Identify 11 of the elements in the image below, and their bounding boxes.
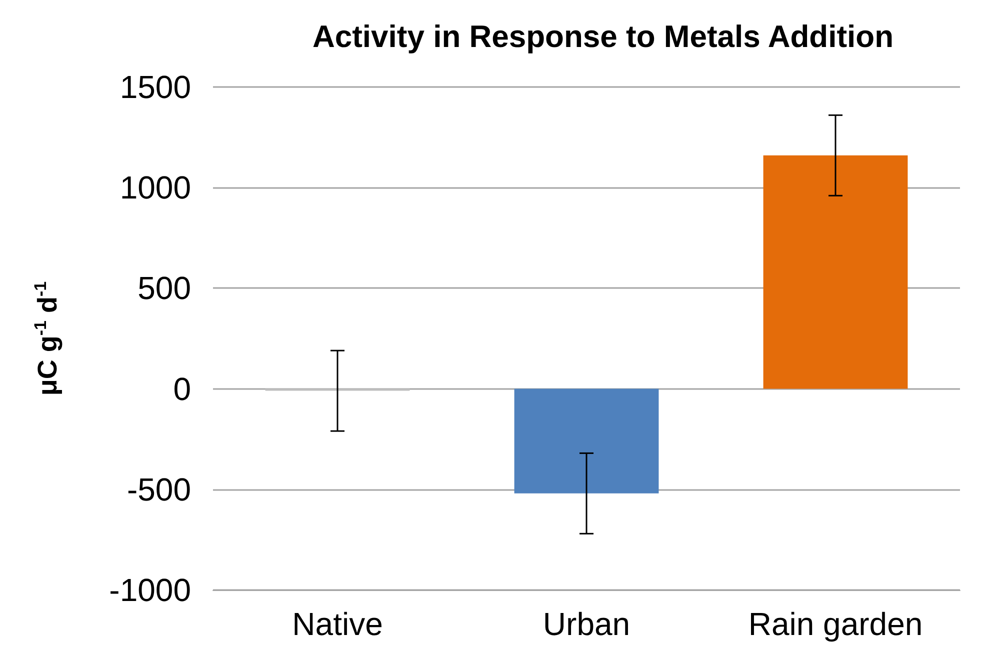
y-axis-title: μC g-1 d-1 (31, 281, 62, 396)
y-tick-label: 0 (173, 370, 191, 407)
y-tick-label: -1000 (109, 572, 191, 608)
x-tick-label: Native (292, 606, 383, 642)
x-tick-label: Rain garden (748, 606, 923, 642)
y-tick-label: -500 (126, 471, 191, 508)
chart-title: Activity in Response to Metals Addition (312, 19, 894, 54)
y-tick-label: 500 (138, 270, 191, 306)
x-tick-label: Urban (542, 606, 630, 642)
y-tick-label: 1500 (120, 69, 191, 105)
y-tick-label: 1000 (120, 170, 191, 206)
